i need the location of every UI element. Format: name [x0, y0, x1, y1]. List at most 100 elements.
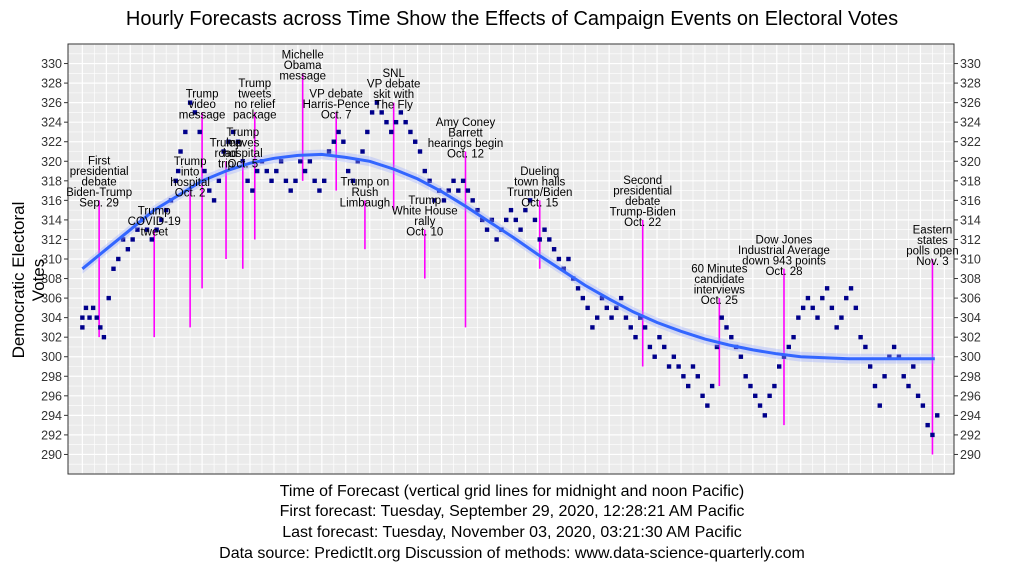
forecast-point [647, 344, 653, 350]
event-label: Biden-Trump [66, 187, 132, 199]
event-label: Trump/Biden [507, 187, 572, 199]
event-label: Trump [174, 156, 207, 168]
forecast-point [662, 344, 667, 350]
forecast-point [834, 325, 839, 330]
forecast-point [772, 383, 777, 389]
event-label: debate [82, 176, 117, 188]
forecast-point [317, 188, 322, 193]
forecast-point [341, 139, 346, 144]
x-axis-label: Time of Forecast (vertical grid lines fo… [279, 483, 745, 500]
y-tick-label-left: 324 [41, 116, 62, 130]
y-tick-label-left: 310 [41, 253, 62, 267]
event-label: message [179, 109, 226, 121]
event-label: Trump [138, 206, 171, 218]
forecast-point [508, 207, 514, 213]
forecast-point [642, 325, 648, 330]
event-label: polls open [906, 246, 958, 258]
forecast-point [585, 305, 590, 311]
y-tick-label-left: 314 [41, 213, 62, 227]
forecast-point [872, 383, 878, 389]
event-label: Dueling [520, 166, 559, 178]
forecast-point [159, 217, 164, 223]
event-label: Eastern [913, 225, 953, 237]
event-label: hospital [223, 148, 263, 160]
y-tick-label-right: 298 [960, 370, 981, 384]
forecast-point [149, 237, 155, 242]
forecast-point [858, 334, 863, 340]
forecast-point [638, 315, 643, 320]
event-label: Second [623, 175, 662, 187]
forecast-point [116, 256, 121, 262]
y-tick-label-right: 320 [960, 155, 981, 169]
event-label: The Fly [374, 100, 413, 112]
forecast-point [254, 168, 260, 174]
event-label: Oct. 15 [521, 197, 558, 209]
forecast-point [848, 286, 854, 291]
forecast-point [163, 207, 169, 213]
forecast-point [250, 188, 255, 193]
forecast-point [350, 178, 356, 184]
forecast-point [867, 364, 873, 369]
event-label: Limbaugh [340, 197, 391, 209]
event-label: leaves [226, 137, 259, 149]
y-tick-label-right: 296 [960, 389, 981, 403]
forecast-point [475, 207, 480, 213]
y-tick-label-left: 316 [41, 194, 62, 208]
y-tick-label-left: 328 [41, 77, 62, 91]
forecast-point [887, 354, 892, 359]
event-label: Oct. 25 [701, 295, 738, 307]
forecast-point [374, 100, 380, 105]
forecast-point [207, 188, 212, 193]
y-tick-label-right: 322 [960, 135, 981, 149]
forecast-point [671, 354, 677, 359]
forecast-point [796, 315, 801, 320]
event-label: Industrial Average [738, 245, 830, 257]
event-label: tweet [140, 227, 168, 239]
forecast-point [94, 315, 99, 320]
forecast-point [743, 374, 748, 379]
forecast-point [417, 149, 423, 154]
event-label: trip [218, 158, 234, 170]
forecast-point [451, 178, 456, 184]
forecast-point [776, 364, 782, 369]
forecast-point [800, 305, 806, 311]
y-tick-label-left: 294 [41, 409, 62, 423]
forecast-point [307, 159, 313, 164]
y-tick-label-left: 312 [41, 233, 62, 247]
event-label: no relief [234, 99, 276, 111]
event-label: skit with [373, 89, 414, 101]
forecast-point [652, 354, 657, 359]
event-label: interviews [694, 285, 745, 297]
event-label: Oct. 12 [447, 149, 484, 161]
forecast-point [274, 168, 279, 174]
forecast-point [609, 315, 614, 320]
forecast-point [604, 305, 609, 311]
forecast-point [135, 227, 140, 232]
forecast-point [891, 344, 897, 350]
forecast-point [556, 256, 562, 262]
forecast-point [527, 198, 533, 203]
forecast-point [695, 374, 700, 379]
forecast-point [202, 168, 207, 174]
forecast-point [729, 334, 734, 340]
y-tick-label-right: 308 [960, 272, 981, 286]
event-label: Oct. 2 [175, 188, 206, 200]
forecast-point [829, 305, 835, 311]
y-tick-label-right: 310 [960, 253, 981, 267]
forecast-point [460, 178, 466, 184]
forecast-point [470, 198, 475, 203]
event-label: debate [625, 196, 660, 208]
forecast-point [714, 344, 720, 350]
forecast-point [183, 129, 188, 135]
y-tick-label-right: 304 [960, 311, 981, 325]
forecast-point [719, 315, 724, 320]
forecast-point [235, 139, 241, 144]
forecast-point [666, 364, 672, 369]
forecast-point [595, 315, 600, 320]
event-label: VP debate [367, 79, 421, 91]
forecast-point [130, 237, 135, 242]
forecast-point [283, 178, 289, 184]
forecast-point [403, 119, 408, 125]
forecast-point [686, 383, 691, 389]
